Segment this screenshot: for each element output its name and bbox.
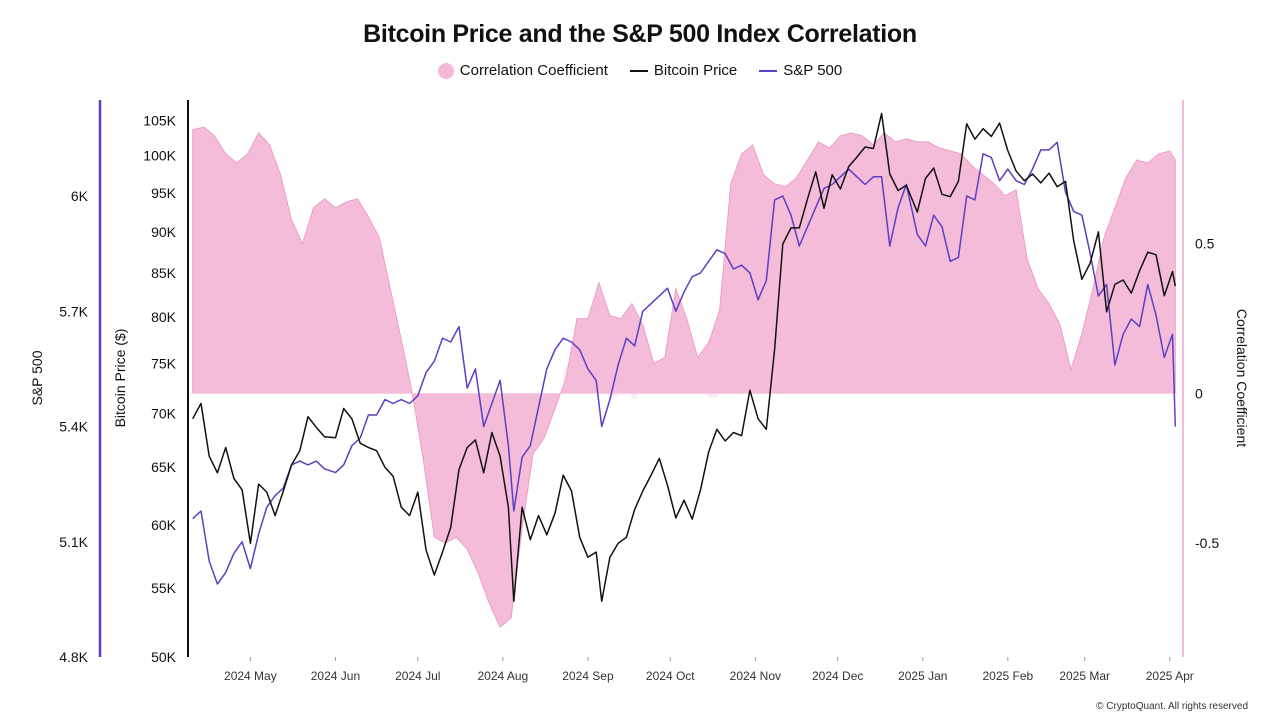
sp500-line	[192, 141, 1177, 585]
btc-tick-label: 75K	[151, 356, 177, 372]
x-tick-label: 2025 Mar	[1059, 669, 1110, 683]
legend-swatch-bitcoin	[629, 69, 648, 72]
legend-item-sp500[interactable]: S&P 500	[759, 62, 842, 79]
sp500-axis-title: S&P 500	[29, 350, 45, 405]
legend-swatch-correlation	[437, 62, 454, 79]
correlation-area	[192, 126, 1176, 628]
legend-label-correlation: Correlation Coefficient	[459, 62, 608, 79]
bitcoin-line	[192, 112, 1177, 603]
correlation-tick-label: 0	[1195, 385, 1203, 401]
btc-tick-label: 50K	[151, 649, 177, 665]
legend-swatch-sp500	[759, 69, 778, 72]
x-tick-label: 2024 Jul	[395, 669, 440, 683]
x-tick-label: 2024 Jun	[311, 669, 360, 683]
btc-tick-label: 70K	[151, 406, 177, 422]
correlation-tick-label: -0.5	[1195, 535, 1219, 551]
btc-tick-label: 105K	[143, 112, 176, 128]
x-tick-label: 2025 Feb	[982, 669, 1033, 683]
sp500-tick-label: 6K	[71, 188, 89, 204]
legend-label-bitcoin: Bitcoin Price	[653, 62, 738, 79]
x-tick-label: 2024 May	[224, 669, 277, 683]
legend-label-sp500: S&P 500	[783, 62, 843, 79]
btc-tick-label: 90K	[151, 224, 177, 240]
btc-tick-label: 65K	[151, 459, 177, 475]
sp500-tick-label: 5.7K	[59, 303, 88, 319]
btc-tick-label: 85K	[151, 265, 177, 281]
btc-tick-label: 55K	[151, 580, 177, 596]
x-tick-label: 2024 Nov	[730, 669, 781, 683]
sp500-tick-label: 5.4K	[59, 419, 88, 435]
x-tick-label: 2024 Dec	[812, 669, 863, 683]
x-tick-label: 2025 Jan	[898, 669, 947, 683]
sp500-tick-label: 4.8K	[59, 649, 88, 665]
legend-item-correlation[interactable]: Correlation Coefficient	[437, 62, 608, 79]
chart-legend: Correlation Coefficient Bitcoin Price S&…	[0, 62, 1280, 79]
x-tick-label: 2025 Apr	[1146, 669, 1194, 683]
btc-tick-label: 80K	[151, 309, 177, 325]
copyright-notice: © CryptoQuant. All rights reserved	[1096, 701, 1248, 712]
x-tick-label: 2024 Aug	[478, 669, 529, 683]
sp500-tick-label: 5.1K	[59, 534, 88, 550]
legend-item-bitcoin[interactable]: Bitcoin Price	[629, 62, 738, 79]
btc-tick-label: 60K	[151, 517, 177, 533]
btc-tick-label: 100K	[143, 148, 176, 164]
correlation-axis-title: Correlation Coefficient	[1234, 309, 1250, 447]
btc-axis-title: Bitcoin Price ($)	[112, 329, 128, 428]
x-tick-label: 2024 Sep	[562, 669, 614, 683]
btc-tick-label: 95K	[151, 185, 177, 201]
x-tick-label: 2024 Oct	[646, 669, 695, 683]
chart-title: Bitcoin Price and the S&P 500 Index Corr…	[363, 20, 917, 48]
correlation-tick-label: 0.5	[1195, 236, 1215, 252]
